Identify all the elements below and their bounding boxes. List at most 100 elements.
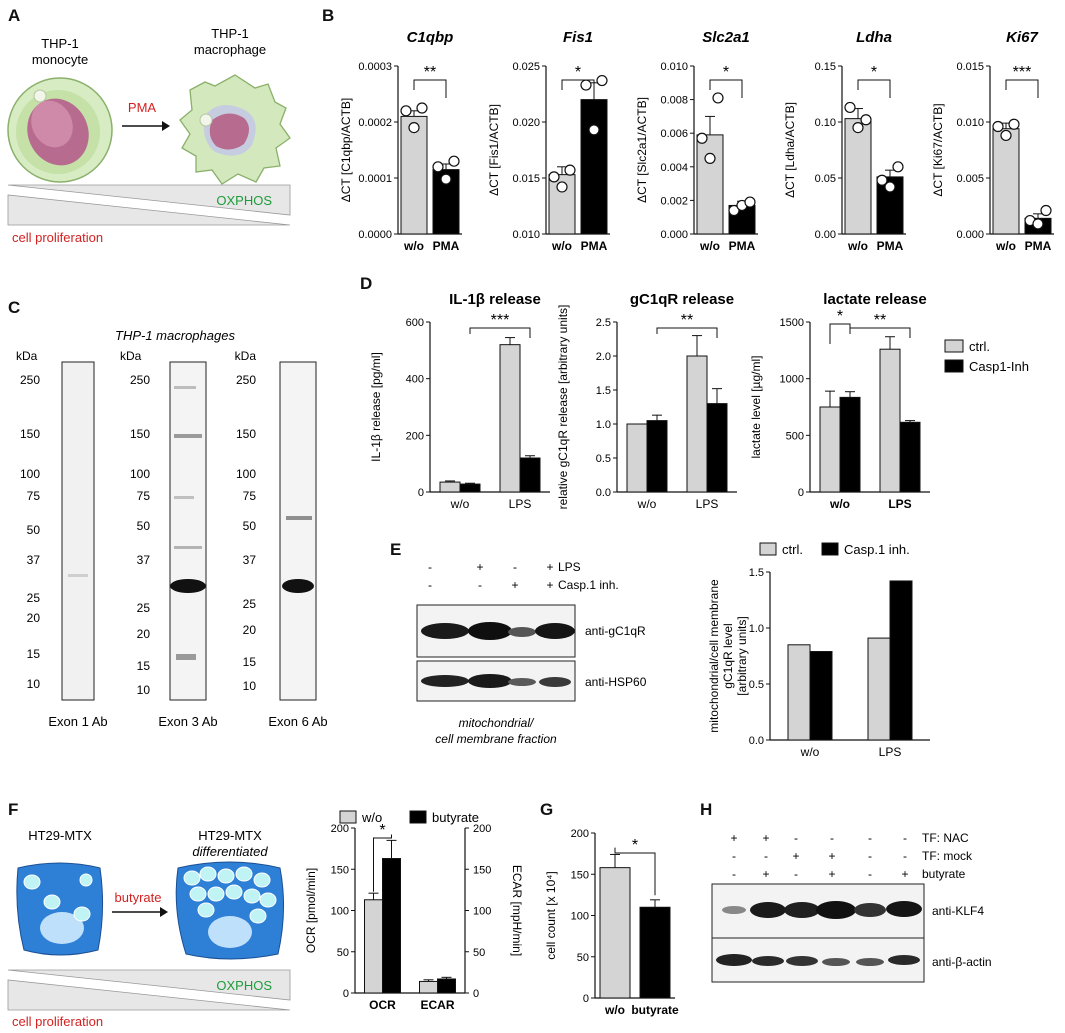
panel-h-blot: + + - - - - - - + + - - - + - + - + TF: …	[711, 831, 992, 983]
chart-title: lactate release	[823, 291, 926, 308]
x-tick-label: PMA	[1025, 239, 1052, 253]
proliferation-label: cell proliferation	[12, 230, 103, 245]
y-axis-label: lactate level [µg/ml]	[749, 356, 763, 459]
significance-label: ***	[1013, 64, 1032, 81]
y-axis-label: ΔCT [C1qbp/ACTB]	[339, 98, 353, 203]
ht29-diff-label-1: HT29-MTX	[198, 828, 262, 843]
kda-label-2: kDa	[120, 349, 142, 363]
blot-label-klf4: anti-KLF4	[932, 904, 984, 918]
y-tick-label: 0.025	[512, 61, 540, 73]
sign: -	[428, 578, 432, 592]
marker-label: 250	[20, 373, 40, 387]
band	[68, 574, 88, 577]
panel-f-chart: 200 150 100 50 0 OCR [pmol/min] OCR ECAR 200 150 1…	[304, 810, 524, 1012]
exon3-label: Exon 3 Ab	[158, 714, 217, 729]
data-point	[844, 101, 856, 114]
data-point	[1008, 118, 1020, 130]
panel-letter-c: C	[8, 298, 21, 317]
y-tick-label: 0	[583, 993, 589, 1005]
marker-label: 250	[236, 373, 256, 387]
chart-title: Fis1	[563, 29, 593, 46]
marker-label: 20	[137, 627, 151, 641]
x-tick-label: LPS	[696, 497, 719, 511]
data-point	[852, 121, 864, 134]
y-tick-label: 50	[337, 947, 349, 959]
y-tick-label-right: 100	[473, 906, 491, 918]
sign: -	[903, 849, 907, 863]
mock-row-label: TF: mock	[922, 849, 973, 863]
data-point	[564, 164, 576, 176]
sign: +	[762, 867, 769, 881]
y-axis-label: ΔCT [Fis1/ACTB]	[487, 104, 501, 196]
panel-g-chart: 200 150 100 50 0 cell count [x 10⁴] w/o butyrat…	[544, 828, 679, 1017]
oxphos-label-f: OXPHOS	[216, 978, 272, 993]
x-tick-label: LPS	[509, 497, 532, 511]
y-tick-label: 0.0001	[358, 173, 392, 185]
y-tick-label: 1500	[780, 317, 804, 329]
y-tick-label: 0.010	[956, 117, 984, 129]
legend-swatch-wo	[339, 810, 357, 824]
markers-lane-1: 250 150 100 75 50 37 25 20 15 10	[20, 373, 40, 691]
marker-label: 20	[243, 623, 257, 637]
x-tick-label: w/o	[403, 239, 424, 253]
y-tick-label: 0.002	[660, 195, 688, 207]
legend-swatch-butyrate	[409, 810, 427, 824]
y-tick-label: 0.0002	[358, 117, 392, 129]
panel-e-chart: 1.5 1.0 0.5 0.0 w/o LPS mitochondrial/cell mem…	[707, 542, 930, 759]
legend-label-ctrl: ctrl.	[782, 542, 803, 557]
data-point	[876, 174, 888, 186]
y-tick-label: 1000	[780, 374, 804, 386]
y-tick-label: 200	[331, 823, 349, 835]
sign: +	[730, 831, 737, 845]
bar	[400, 115, 428, 235]
markers-lane-2: 250 150 100 75 50 37 25 20 15 10	[130, 373, 150, 697]
sign: -	[764, 849, 768, 863]
y-tick-label: 2.5	[596, 317, 611, 329]
data-point	[860, 114, 872, 126]
y-tick-label: 50	[577, 952, 589, 964]
panel-letter-g: G	[540, 800, 554, 819]
bar	[844, 118, 872, 235]
panel-letter-f: F	[8, 800, 19, 819]
bar	[889, 580, 913, 741]
bands-actin	[716, 954, 920, 966]
ht29-diff-label-2: differentiated	[192, 844, 268, 859]
marker-label: 50	[243, 519, 257, 533]
significance-label: *	[379, 822, 385, 839]
data-point	[400, 105, 412, 117]
panel-c-blots: THP-1 macrophages kDa 250 150 100 75 50 …	[16, 328, 328, 729]
bar	[809, 651, 833, 741]
sign: +	[828, 867, 835, 881]
nac-signs: + + - - - -	[730, 831, 907, 845]
chart-title: Slc2a1	[702, 29, 750, 46]
blot-lane-exon3	[169, 361, 207, 701]
legend-label-butyrate: butyrate	[432, 810, 479, 825]
kda-label-3: kDa	[235, 349, 257, 363]
lps-row-label: LPS	[558, 560, 581, 574]
data-point	[728, 204, 740, 217]
sign: +	[476, 560, 483, 574]
sign: -	[428, 560, 432, 574]
x-tick-label: PMA	[729, 239, 756, 253]
data-point	[992, 120, 1004, 133]
bar	[646, 420, 668, 493]
y-tick-label: 0.000	[956, 229, 984, 241]
bar	[459, 483, 481, 493]
panel-b-charts: C1qbp 0.0003 0.0002 0.0001 0.0000 ΔCT [C1qbp/…	[339, 29, 1054, 253]
y-axis-label: ΔCT [Slc2a1/ACTB]	[635, 97, 649, 203]
chart-title: gC1qR release	[630, 291, 734, 308]
data-point	[548, 171, 560, 183]
butyrate-row-label: butyrate	[922, 867, 966, 881]
data-point	[712, 92, 724, 104]
x-tick-label: OCR	[369, 998, 396, 1012]
x-tick-label: w/o	[847, 239, 868, 253]
marker-label: 15	[27, 647, 41, 661]
chart-title: Ldha	[856, 29, 892, 46]
bar	[839, 396, 861, 493]
x-tick-label: butyrate	[631, 1003, 679, 1017]
mock-signs: - - + + - -	[732, 849, 907, 863]
bar	[819, 406, 841, 493]
macrophage-label-1: THP-1	[211, 26, 249, 41]
data-point	[696, 132, 708, 144]
bar	[439, 481, 461, 493]
